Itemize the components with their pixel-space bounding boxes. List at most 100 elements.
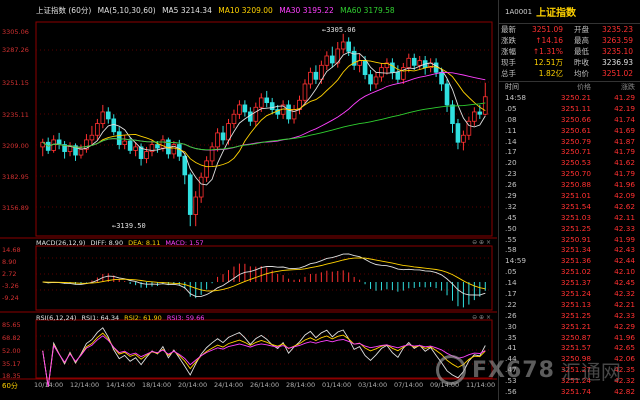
quote-value: 3263.59 [601,36,633,45]
quote-label: 现手 [501,58,516,67]
rsi-panel-buttons[interactable]: ⊖ ⊕ × [472,314,491,321]
indicator-ma-params: MA(5,10,30,60) [97,6,156,15]
macd-tick-label: -3.26 [2,282,19,290]
rsi-tick-label: 52.00 [2,347,21,355]
tick-change-header: 涨跌 [621,83,635,91]
quote-label: 昨收 [574,58,589,67]
candle-body [237,104,242,115]
period-selector[interactable]: 60分 [2,382,18,390]
candle-body [472,111,477,122]
macd-header: MACD(26,12,9) DIFF: 8.90 DEA: 8.11 MACD:… [36,239,207,247]
rsi3-line [42,335,486,387]
macd-panel-buttons[interactable]: ⊖ ⊕ × [472,239,491,246]
tick-time: .14 [505,278,517,288]
tick-list[interactable]: 14:58 3250.21 41.29 .05 3251.11 42.19 .08 3250.… [499,92,640,400]
candle-body [395,71,401,80]
tick-change: 42.11 [614,212,635,222]
tick-row: .14 3251.37 42.45 [499,277,640,288]
panel-frame [35,21,493,237]
macd-dea: DEA: 8.11 [128,239,161,247]
macd-tick-label: 14.68 [2,246,21,254]
candle-body [138,146,144,159]
candle-body [269,102,275,110]
quote-value: ↑1.31% [532,47,563,56]
candle-body [477,111,483,115]
security-name: 上证指数 [536,8,577,19]
tick-row: .05 3251.11 42.19 [499,103,640,114]
quote-label: 最新 [501,25,516,34]
quote-label: 涨跌 [501,36,516,45]
candle-body [362,60,368,76]
tick-time: .56 [505,386,517,396]
tick-change: 41.99 [614,234,635,244]
chart-title: 上证指数 (60分) [36,6,92,15]
tick-row: 14:58 3250.21 41.29 [499,92,640,103]
tick-price: 3251.24 [560,376,591,386]
candle-body [149,144,155,152]
tick-time-header: 时间 [505,83,519,91]
candle-body [122,140,127,145]
security-code: 1A0001 [505,7,533,16]
candle-body [258,97,264,108]
tick-change: 42.29 [614,321,635,331]
tick-change: 41.74 [614,114,635,124]
tick-change: 42.33 [614,223,635,233]
candle-body [351,50,357,66]
x-tick-label: 11/14:00 [466,381,496,389]
tick-time: .47 [505,365,517,375]
tick-time: 14:59 [505,256,527,266]
tick-price: 3251.34 [560,245,591,255]
candle-body [313,71,319,80]
tick-change: 41.96 [614,332,635,342]
tick-change: 41.69 [614,125,635,135]
quote-label: 均价 [574,69,589,78]
price-chart[interactable] [0,0,497,400]
tick-price: 3251.36 [560,256,591,266]
candle-body [144,151,149,159]
candle-body [390,62,395,73]
tick-time: .44 [505,354,517,364]
chart-title-bar: 上证指数 (60分) MA(5,10,30,60) MA5 3214.34 MA… [0,0,497,22]
rsi3-value: RSI3: 59.66 [166,314,205,322]
tick-price: 3250.66 [560,114,591,124]
tick-row: .47 3251.27 42.35 [499,364,640,375]
tick-row: .29 3251.01 42.09 [499,190,640,201]
tick-change: 41.79 [614,169,635,179]
candle-body [368,74,373,85]
tick-row: .17 3250.71 41.79 [499,146,640,157]
macd-dea-line [42,257,486,292]
tick-row: .41 3251.57 42.65 [499,342,640,353]
candle-body [73,145,78,156]
candle-body [171,144,177,155]
tick-time: .05 [505,103,517,113]
tick-change: 42.09 [614,190,635,200]
y-tick-label: 3305.06 [2,28,29,36]
candle-body [319,64,324,80]
candle-body [215,132,220,148]
tick-price: 3251.57 [560,343,591,353]
tick-price: 3250.79 [560,136,591,146]
x-tick-label: 09/14:00 [430,381,460,389]
tick-price: 3250.61 [560,125,591,135]
candle-body [133,146,138,151]
indicator-ma5: MA5 3214.34 [162,6,212,15]
tick-price: 3251.02 [560,267,591,277]
candle-body [226,123,231,141]
indicator-ma10: MA10 3209.00 [218,6,273,15]
candle-body [62,144,67,152]
quote-value: 3236.93 [601,58,633,67]
indicator-ma30: MA30 3195.22 [279,6,334,15]
candle-body [187,174,193,215]
tick-price: 3251.27 [560,365,591,375]
candle-body [95,123,100,136]
ma5-line [42,51,486,186]
rsi1-value: RSI1: 64.34 [81,314,120,322]
candle-body [329,55,335,64]
tick-time: 14:58 [505,92,527,102]
x-tick-label: 20/14:00 [178,381,208,389]
candle-body [78,148,84,156]
x-tick-label: 07/14:00 [394,381,424,389]
tick-time: .55 [505,234,517,244]
tick-time: .11 [505,125,517,135]
